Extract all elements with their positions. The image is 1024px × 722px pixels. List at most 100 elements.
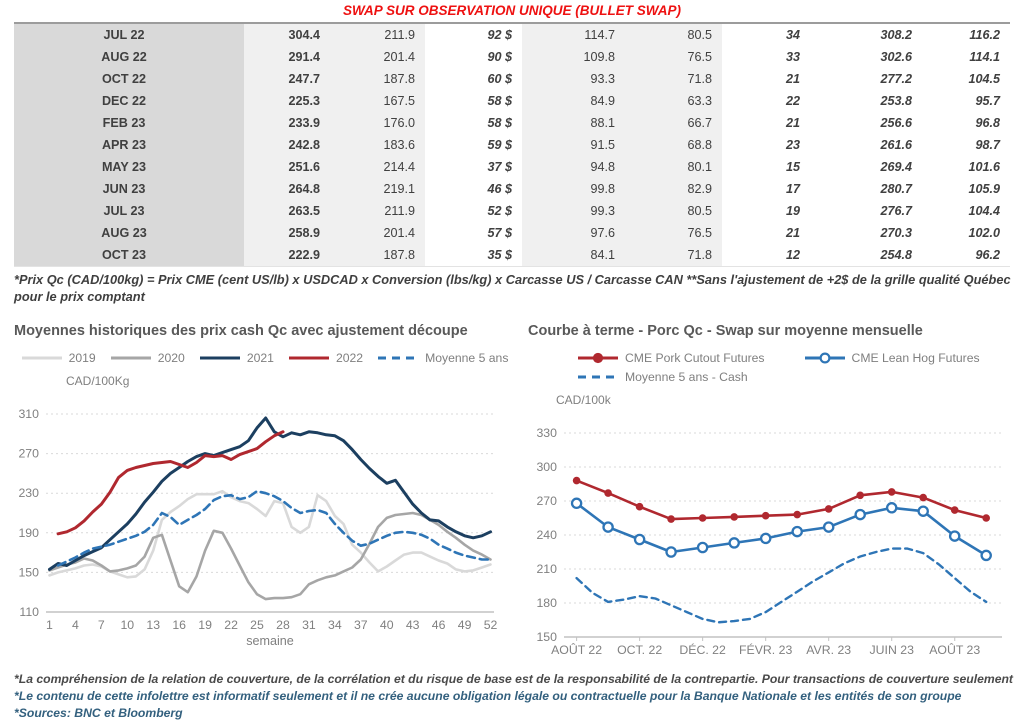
legend-swatch-icon [21,356,62,360]
legend-label: 2019 [68,351,96,365]
table-cell: 80.1 [625,156,722,178]
swap-table: JUL 22 304.4 211.9 92 $114.7 80.5 34 308.2 116.… [14,22,1010,267]
table-cell: 68.8 [625,134,722,156]
y-tick-label: 210 [536,562,557,576]
table-cell: 304.4 [244,23,330,46]
series-line-Moyenne 5 ans [56,489,492,567]
forward-curve-section: Courbe à terme - Porc Qc - Swap sur moye… [524,321,1024,677]
table-cell: 277.2 [880,72,912,86]
forward-curve-line-chart: 150 180 210 240 270 300 330 AOÛT 22 OCT. 22 DÉC. … [536,426,1002,657]
disclaimer-line-1: *La compréhension de la relation de couv… [14,672,1013,686]
x-tick-label: AOÛT 23 [929,642,980,657]
legend-item: Moyenne 5 ans [376,351,508,365]
y-tick-label: 110 [19,605,39,619]
table-cell: 256.6 [880,116,912,130]
data-point [885,502,898,514]
x-tick-label: 13 [146,618,160,632]
table-cell: 254.8 [880,248,912,262]
legend-swatch-icon [578,375,618,379]
legend-label: 2021 [246,351,274,365]
table-cell: 308.2 [880,28,912,42]
table-cell: 102.0 [968,226,1000,240]
table-row: JUL 22 304.4 211.9 92 $ 114.7 80.5 34 308.2 116.… [14,23,1010,46]
table-cell: 71.8 [625,68,722,90]
legend-item: 2022 [287,351,363,365]
legend-swatch-icon [288,356,329,360]
table-cell: 114.7 [522,23,625,46]
data-point [730,513,738,521]
y-tick-label: 300 [536,460,557,474]
table-cell: 21 [785,226,800,240]
x-tick-label: AOÛT 22 [551,642,602,657]
table-cell: 84.1 [522,244,625,267]
y-tick-label: 270 [536,494,557,508]
legend-label: 2020 [157,351,185,365]
table-cell: 109.8 [522,46,625,68]
table-cell: 211.9 [330,200,425,222]
table-row: AUG 22 291.4 201.4 90 $ 109.8 76.5 33 302.6 114.… [14,46,1010,68]
table-row: OCT 22 247.7 187.8 60 $ 93.3 71.8 21 277.2 104.5 [14,68,1010,90]
table-cell: 33 [785,50,800,64]
table-cell: 22 [785,94,800,108]
page-title: SWAP SUR OBSERVATION UNIQUE (BULLET SWAP… [342,3,681,18]
table-cell: 17 [785,182,800,196]
y-tick-label: 270 [18,447,39,461]
table-cell: 258.9 [244,222,330,244]
table-cell: 21 [785,72,800,86]
table-row: JUL 23 263.5 211.9 52 $ 99.3 80.5 19 276.7 104.4 [14,200,1010,222]
month-cell: MAY 23 [14,156,244,178]
table-cell: 104.4 [968,204,1000,218]
sources-line: *Sources: BNC et Bloomberg [14,706,183,721]
y-tick-label: 150 [18,565,39,579]
table-cell: 97.6 [522,222,625,244]
table-footnote: *Prix Qc (CAD/100kg) = Prix CME (cent US… [14,272,1011,305]
table-cell: 96.8 [975,116,1000,130]
data-point [602,521,614,533]
historical-chart-title: Moyennes historiques des prix cash Qc av… [14,323,468,339]
table-cell: 59 $ [487,138,512,152]
table-cell: 183.6 [330,134,425,156]
data-point [572,476,581,485]
legend-swatch-icon [804,352,845,364]
legend-swatch-icon [199,356,240,360]
table-cell: 264.8 [244,178,330,200]
series-line-2019 [48,489,492,579]
series-line-2021 [48,416,492,571]
table-cell: 19 [785,204,800,218]
table-cell: 96.2 [975,248,1000,262]
table-cell: 63.3 [625,90,722,112]
table-cell: 253.8 [880,94,912,108]
y-tick-label: 240 [536,528,557,542]
table-row: AUG 23 258.9 201.4 57 $ 97.6 76.5 21 270.3 102.0 [14,222,1010,244]
legend-label: CME Pork Cutout Futures [625,351,765,365]
legend-item: CME Pork Cutout Futures [576,351,765,365]
table-cell: 58 $ [487,94,512,108]
data-point [667,515,675,523]
table-cell: 71.8 [625,244,722,267]
table-cell: 82.9 [625,178,722,200]
x-tick-label: 22 [224,618,238,632]
table-cell: 302.6 [880,50,912,64]
table-cell: 21 [785,116,800,130]
x-tick-label: 28 [276,618,290,632]
y-tick-label: 310 [18,407,39,421]
series-line-CME Pork Cutout Futures [575,479,988,521]
x-tick-label: 1 [46,618,53,632]
legend-item: 2019 [20,351,96,365]
x-tick-label: 31 [302,618,316,632]
table-cell: 270.3 [880,226,912,240]
table-cell: 58 $ [487,116,512,130]
charts-row: Moyennes historiques des prix cash Qc av… [0,321,1024,677]
table-cell: 94.8 [522,156,625,178]
table-cell: 201.4 [330,46,425,68]
table-cell: 101.6 [968,160,1000,174]
table-cell: 35 $ [487,248,512,262]
table-cell: 276.7 [880,204,912,218]
x-tick-label: 46 [432,618,446,632]
x-tick-label: 52 [484,618,498,632]
table-row: DEC 22 225.3 167.5 58 $ 84.9 63.3 22 253.8 95.7 [14,90,1010,112]
table-cell: 247.7 [244,68,330,90]
x-tick-label: DÉC. 22 [679,642,726,657]
data-point [759,532,772,545]
